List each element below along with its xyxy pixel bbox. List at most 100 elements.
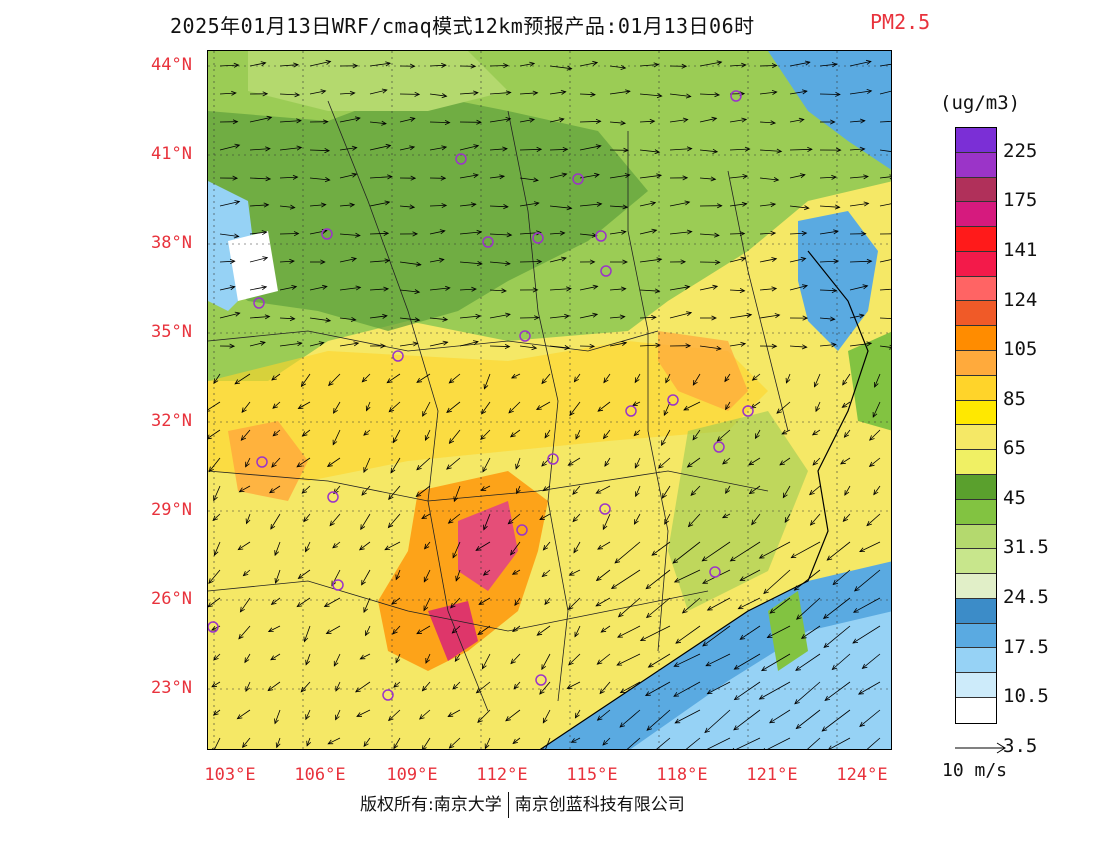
wind-arrow	[219, 144, 240, 151]
wind-arrow	[279, 64, 299, 67]
wind-arrowhead	[501, 288, 507, 294]
wind-arrowhead	[534, 315, 540, 321]
wind-arrowhead	[771, 90, 778, 95]
wind-arrowhead	[516, 488, 521, 495]
wind-arrow	[276, 737, 281, 748]
wind-arrow	[784, 513, 791, 523]
wind-arrow	[305, 709, 311, 720]
wind-arrowhead	[665, 377, 670, 384]
wind-arrowhead	[381, 88, 388, 94]
wind-arrowhead	[475, 545, 482, 551]
wind-arrow	[459, 203, 476, 207]
city-marker	[382, 689, 394, 701]
wind-arrowhead	[733, 725, 739, 731]
wind-arrow	[616, 653, 641, 666]
wind-arrowhead	[536, 259, 543, 265]
wind-arrow	[639, 93, 662, 97]
wind-arrow	[489, 261, 510, 265]
wind-arrowhead	[208, 578, 214, 585]
wind-arrowhead	[383, 286, 390, 292]
wind-arrowhead	[511, 569, 518, 575]
wind-arrowhead	[301, 488, 308, 494]
city-marker	[713, 441, 725, 453]
city-marker	[392, 350, 404, 362]
wind-arrow	[568, 597, 581, 610]
wind-arrow	[575, 429, 581, 440]
wind-arrowhead	[412, 341, 419, 347]
wind-arrow	[738, 597, 761, 610]
wind-arrowhead	[384, 200, 391, 206]
wind-arrowhead	[271, 462, 277, 468]
wind-arrowhead	[722, 459, 728, 465]
wind-arrowhead	[393, 743, 399, 749]
wind-arrow	[423, 597, 431, 611]
wind-arrowhead	[857, 689, 864, 695]
wind-arrowhead	[754, 433, 760, 440]
wind-arrow	[872, 401, 881, 418]
wind-arrowhead	[542, 486, 549, 492]
wind-arrow	[459, 92, 478, 95]
wind-arrow	[536, 625, 551, 636]
wind-arrow	[849, 342, 872, 347]
wind-arrow	[789, 258, 806, 263]
wind-arrow	[763, 569, 791, 594]
lon-label-115: 115°E	[566, 765, 618, 785]
wind-arrow	[609, 174, 630, 179]
wind-arrowhead	[306, 740, 311, 747]
wind-arrowhead	[267, 627, 274, 633]
wind-arrow	[309, 317, 331, 322]
wind-arrowhead	[706, 689, 713, 695]
wind-arrowhead	[779, 460, 785, 466]
wind-arrow	[789, 174, 805, 179]
wind-arrow	[603, 429, 611, 439]
wind-arrow	[335, 709, 341, 720]
wind-arrowhead	[355, 232, 361, 238]
wind-arrow	[579, 145, 601, 151]
wind-arrowhead	[480, 434, 486, 441]
wind-arrow	[750, 401, 761, 409]
wind-arrow	[819, 230, 839, 235]
wind-arrowhead	[535, 405, 542, 410]
wind-arrow	[704, 709, 731, 733]
wind-arrow	[842, 373, 851, 386]
wind-arrowhead	[714, 232, 720, 238]
wind-arrowhead	[412, 231, 419, 237]
wind-arrowhead	[234, 200, 241, 205]
wind-arrow	[849, 90, 872, 95]
wind-arrow	[729, 64, 746, 67]
wind-arrowhead	[865, 59, 872, 65]
wind-arrow	[489, 345, 510, 347]
wind-arrow	[279, 317, 295, 320]
city-marker	[600, 265, 612, 277]
wind-arrow	[539, 681, 551, 695]
wind-arrowhead	[741, 117, 748, 123]
wind-arrow	[429, 205, 447, 207]
wind-arrow	[748, 457, 761, 466]
wind-arrowhead	[863, 174, 869, 180]
wind-arrowhead	[238, 633, 244, 640]
wind-arrowhead	[529, 117, 536, 123]
colorbar-segment	[956, 499, 996, 525]
wind-arrowhead	[213, 495, 218, 502]
wind-arrow	[279, 286, 297, 291]
wind-arrowhead	[245, 461, 250, 468]
wind-arrowhead	[595, 118, 602, 124]
wind-arrow	[665, 373, 671, 383]
wind-arrowhead	[300, 381, 306, 388]
wind-arrow	[722, 513, 731, 519]
wind-arrow	[489, 313, 511, 319]
wind-arrow	[270, 653, 281, 661]
wind-arrow	[821, 709, 851, 732]
wind-arrow	[249, 62, 266, 67]
wind-arrowhead	[438, 257, 445, 263]
wind-arrow	[395, 653, 401, 663]
wind-arrowhead	[483, 524, 488, 531]
wind-arrowhead	[303, 636, 309, 643]
wind-arrowhead	[509, 432, 516, 438]
wind-arrowhead	[862, 284, 869, 290]
wind-arrow	[245, 457, 251, 467]
wind-arrow	[549, 315, 569, 319]
wind-arrow	[243, 569, 251, 577]
wind-arrow	[579, 120, 601, 123]
wind-arrow	[673, 681, 701, 697]
